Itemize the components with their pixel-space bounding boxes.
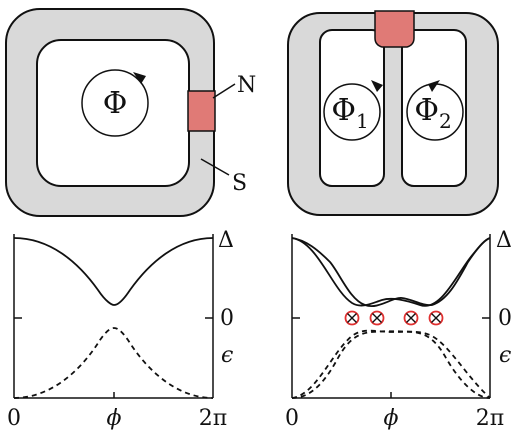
flux-loop-arrow	[81, 69, 149, 137]
right-loop-hole	[401, 29, 467, 187]
normal-junction	[187, 90, 216, 132]
flux-2-label: Φ2	[414, 93, 451, 133]
delta-label-right: Δ	[496, 228, 512, 253]
x-end-label-right: 2π	[476, 406, 504, 431]
flux-1-arrowhead	[371, 80, 383, 92]
flux-label: Φ	[103, 86, 128, 121]
spectrum-plot-single: Δ 0 ϵ 0 ϕ 2π	[7, 228, 234, 431]
zero-crossing-markers	[344, 310, 444, 326]
delta-label-left: Δ	[218, 228, 234, 253]
crossing-marker	[369, 310, 385, 326]
double-loop-device: Φ1 Φ2	[287, 10, 499, 216]
upper-band	[13, 237, 214, 306]
zero-label-left: 0	[220, 306, 234, 331]
epsilon-label-right: ϵ	[499, 343, 511, 368]
crossing-marker	[403, 310, 419, 326]
crossing-marker	[428, 310, 444, 326]
left-loop-hole	[319, 29, 385, 187]
flux-2-arrowhead	[428, 80, 440, 92]
single-loop-device: Φ N S	[5, 8, 256, 217]
x-start-label-right: 0	[285, 406, 299, 431]
lower-band-b	[291, 330, 491, 399]
superconductor-label: S	[232, 171, 247, 196]
lower-band-a	[291, 329, 491, 399]
spectrum-plot-double: Δ 0 ϵ 0 ϕ 2π	[285, 228, 512, 431]
crossing-marker	[344, 310, 360, 326]
normal-pointer	[212, 83, 236, 99]
x-end-label-left: 2π	[199, 406, 227, 431]
x-start-label-left: 0	[7, 406, 21, 431]
upper-band-b	[291, 237, 491, 307]
x-mid-label-left: ϕ	[107, 406, 122, 431]
upper-band-a	[291, 237, 491, 307]
flux-1-label: Φ1	[331, 93, 368, 133]
zero-label-right: 0	[498, 306, 512, 331]
lower-band	[13, 327, 214, 399]
flux-arrowhead	[133, 72, 146, 84]
superconductor-pointer	[200, 158, 230, 176]
flux-1-loop-arrow	[323, 83, 381, 141]
x-mid-label-right: ϕ	[384, 406, 399, 431]
normal-junction-top	[374, 10, 415, 48]
normal-label: N	[237, 73, 256, 98]
epsilon-label-left: ϵ	[221, 343, 233, 368]
